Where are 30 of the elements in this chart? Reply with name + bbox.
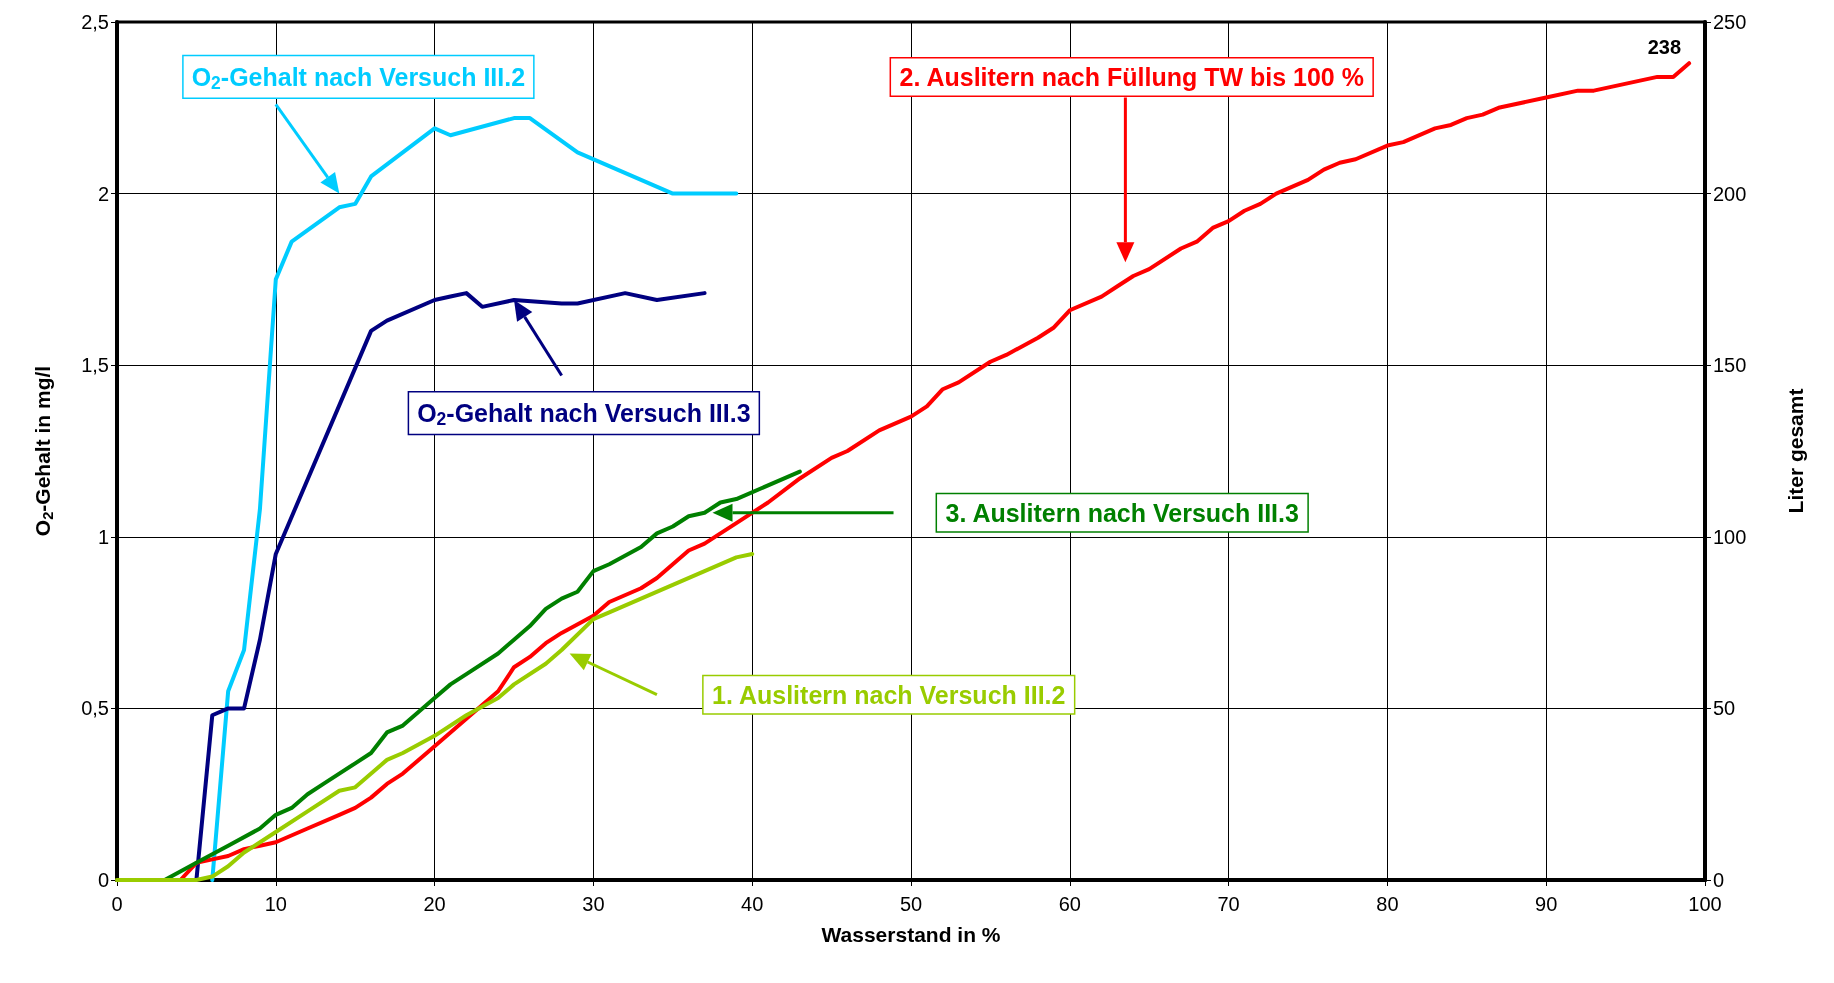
y-tick-label: 1,5 [81, 354, 109, 377]
y2-tick-label: 200 [1713, 182, 1747, 205]
data-label: 238 [1647, 36, 1682, 59]
x-axis-title: Wasserstand in % [821, 923, 1001, 946]
x-tick-label: 90 [1535, 893, 1558, 915]
x-tick-label: 100 [1688, 893, 1722, 915]
annotation: 3. Auslitern nach Versuch III.3 [945, 498, 1299, 527]
y2-tick-label: 0 [1713, 869, 1725, 891]
y2-tick-label: 50 [1713, 697, 1736, 720]
y2-tick-label: 150 [1713, 354, 1747, 377]
x-tick-label: 70 [1217, 893, 1240, 915]
x-tick-label: 20 [423, 893, 446, 915]
y2-tick-label: 250 [1713, 11, 1747, 33]
y-tick-label: 2,5 [81, 11, 109, 33]
y-axis-title: O2-Gehalt in mg/l [31, 365, 56, 537]
y-tick-label: 0 [97, 869, 109, 891]
y2-tick-label: 100 [1713, 525, 1747, 548]
y-tick-label: 0,5 [81, 697, 109, 720]
x-tick-label: 50 [899, 893, 923, 915]
y-tick-label: 1 [97, 525, 109, 548]
x-tick-label: 30 [582, 893, 605, 915]
x-tick-label: 80 [1376, 893, 1399, 915]
y2-axis-title: Liter gesamt [1784, 388, 1807, 514]
x-tick-label: 10 [264, 893, 287, 915]
y-tick-label: 2 [97, 182, 109, 205]
annotation: 1. Auslitern nach Versuch III.2 [712, 680, 1066, 709]
annotation: 2. Auslitern nach Füllung TW bis 100 % [899, 62, 1364, 91]
x-tick-label: 60 [1058, 893, 1081, 915]
x-tick-label: 0 [111, 893, 123, 915]
x-tick-label: 40 [741, 893, 764, 915]
